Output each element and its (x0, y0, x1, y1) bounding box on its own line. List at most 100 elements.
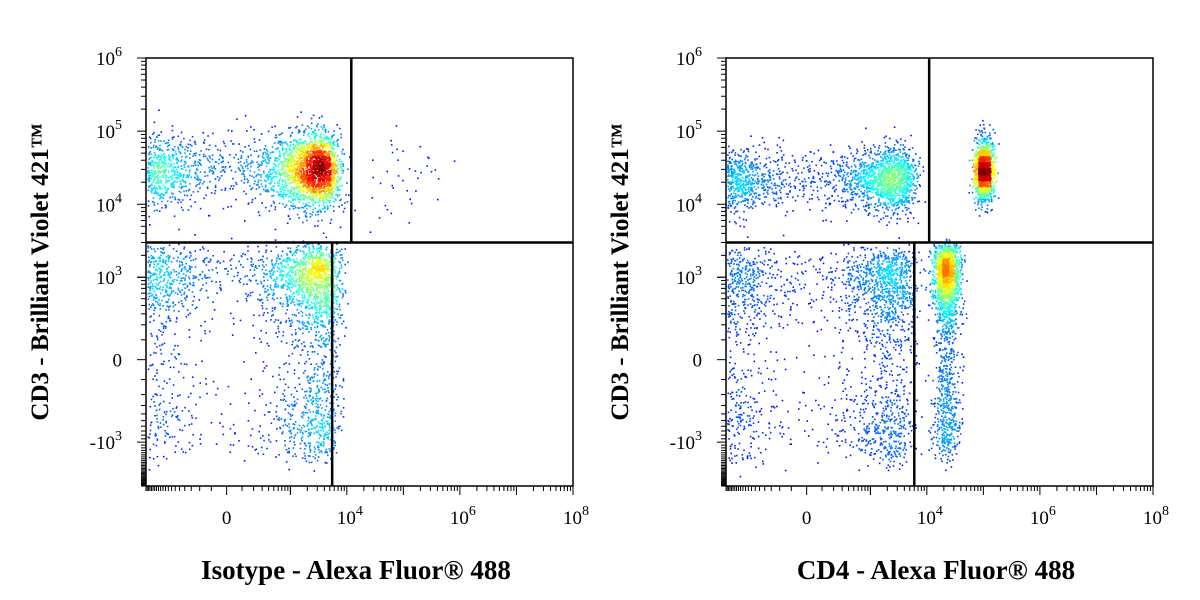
data-point (325, 286, 327, 288)
data-point (313, 367, 316, 369)
data-point (301, 302, 304, 305)
data-point (166, 149, 168, 151)
data-point (303, 284, 305, 287)
data-point (308, 417, 310, 420)
data-point (195, 417, 197, 420)
data-point (189, 312, 191, 315)
data-point (159, 197, 161, 200)
data-point (331, 151, 334, 154)
data-point (259, 164, 261, 166)
data-point (330, 457, 332, 460)
data-point (276, 172, 278, 174)
data-point (302, 193, 304, 196)
data-point (287, 162, 289, 164)
data-point (154, 250, 156, 253)
data-point (150, 275, 152, 277)
data-point (193, 162, 196, 165)
data-point (311, 294, 313, 296)
data-point (290, 266, 293, 268)
data-point (344, 335, 346, 337)
data-point (263, 266, 265, 268)
data-point (337, 145, 340, 147)
data-point (269, 441, 272, 443)
data-point (325, 298, 327, 300)
data-point (257, 211, 260, 213)
data-point (326, 306, 328, 308)
data-point (171, 174, 174, 177)
data-point (294, 453, 296, 455)
data-point (211, 154, 214, 156)
data-point (298, 312, 300, 314)
data-point (308, 256, 310, 258)
data-point (309, 455, 311, 457)
data-point (290, 134, 292, 136)
data-point (307, 442, 310, 445)
data-point (326, 269, 328, 271)
data-point (341, 257, 344, 259)
data-point (267, 293, 270, 295)
data-point (309, 382, 311, 384)
data-point (261, 298, 263, 301)
data-point (158, 172, 160, 174)
data-point (304, 273, 307, 275)
data-point (292, 297, 294, 300)
data-point (305, 430, 308, 432)
data-point (274, 208, 276, 211)
data-point (284, 423, 287, 426)
data-point (320, 315, 323, 318)
data-point (194, 250, 196, 252)
data-point (197, 278, 200, 281)
data-point (245, 159, 248, 161)
data-point (303, 131, 305, 134)
data-point (307, 379, 309, 382)
data-point (302, 195, 304, 197)
data-point (264, 290, 266, 293)
data-point (339, 261, 341, 264)
data-point (315, 402, 317, 405)
data-point (325, 185, 328, 188)
data-point (296, 184, 298, 186)
data-point (264, 185, 267, 187)
data-point (159, 330, 162, 333)
data-point (258, 430, 260, 433)
data-point (305, 282, 307, 285)
data-point (161, 200, 163, 203)
data-point (162, 261, 164, 264)
data-point (326, 142, 328, 145)
data-point (301, 349, 304, 351)
data-point (296, 260, 298, 263)
data-point (270, 181, 272, 184)
data-point (319, 188, 321, 190)
data-point (177, 174, 180, 177)
data-point (314, 129, 316, 131)
data-point (300, 272, 303, 275)
data-point (278, 154, 281, 157)
data-point (311, 345, 314, 347)
data-point (155, 146, 157, 148)
data-point (239, 150, 242, 152)
data-point (266, 257, 268, 260)
data-point (316, 306, 318, 309)
data-point (340, 133, 342, 136)
data-point (318, 146, 320, 149)
data-point (156, 148, 159, 150)
data-point (288, 155, 291, 158)
data-point (170, 170, 173, 173)
data-point (336, 165, 339, 168)
data-point (280, 399, 282, 401)
data-point (306, 152, 308, 154)
data-point (276, 297, 278, 300)
data-point (290, 280, 293, 283)
data-point (177, 198, 180, 201)
data-point (289, 283, 292, 285)
data-point (268, 439, 270, 441)
data-point (328, 320, 330, 323)
data-point (240, 255, 243, 258)
data-point (297, 154, 300, 156)
data-point (286, 260, 289, 263)
data-point (308, 142, 311, 144)
data-point (201, 277, 204, 280)
data-point (301, 160, 303, 162)
data-point (308, 395, 311, 398)
